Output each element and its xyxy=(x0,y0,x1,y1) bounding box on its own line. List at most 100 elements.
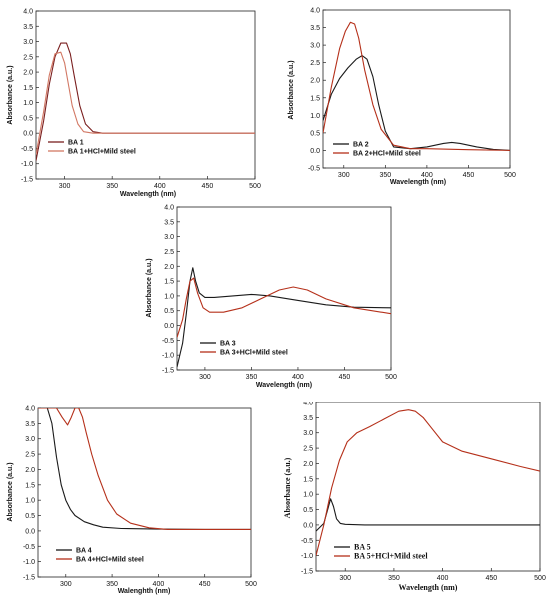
y-tick-label: -1.0 xyxy=(162,353,174,360)
y-axis-label: Absorbance (a.u.) xyxy=(7,65,14,124)
y-tick-label: -0.5 xyxy=(23,544,35,551)
x-tick-label: 450 xyxy=(463,172,475,179)
y-tick-label: 2.5 xyxy=(25,452,35,459)
series-line-hcl-mild-steel xyxy=(177,277,391,338)
y-tick-label: -0.5 xyxy=(162,338,174,345)
legend-label: BA 3+HCl+Mild steel xyxy=(220,350,288,357)
y-tick-label: 0.5 xyxy=(164,308,174,315)
y-tick-label: 3.5 xyxy=(25,421,35,428)
y-tick-label: 4.0 xyxy=(25,406,35,413)
y-tick-label: 1.5 xyxy=(310,95,320,102)
y-tick-label: 1.5 xyxy=(164,279,174,286)
x-tick-label: 450 xyxy=(339,374,351,381)
series-line-sample xyxy=(38,408,251,530)
y-tick-label: -1.5 xyxy=(23,575,35,582)
y-tick-label: 0.0 xyxy=(303,522,313,529)
y-tick-label: 0.5 xyxy=(23,115,33,122)
x-tick-label: 450 xyxy=(202,183,214,190)
legend-label: BA 5+HCl+Mild steel xyxy=(354,552,428,561)
x-tick-label: 500 xyxy=(249,183,261,190)
x-axis-label: Wavelength (nm) xyxy=(390,179,446,186)
y-tick-label: -0.5 xyxy=(301,538,313,545)
y-tick-label: 3.0 xyxy=(310,43,320,50)
y-tick-label: -0.5 xyxy=(308,166,320,173)
x-tick-label: 450 xyxy=(199,581,211,588)
x-axis-label: Walenghth (nm) xyxy=(118,588,171,595)
y-tick-label: 1.5 xyxy=(303,476,313,483)
chart-panel-ba2: -0.5 0.0 0.5 1.0 1.5 2.0 2.5 3.0 3.5 4.0 300 350 400… xyxy=(288,8,516,187)
y-tick-label: 0.5 xyxy=(303,507,313,514)
y-axis-label: Absorbance (a.u.) xyxy=(288,60,295,119)
y-tick-label: 3.0 xyxy=(303,430,313,437)
y-tick-label: 3.0 xyxy=(25,436,35,443)
series-line-hcl-mild-steel xyxy=(38,408,251,530)
y-tick-label: -1.5 xyxy=(162,368,174,375)
x-tick-label: 450 xyxy=(485,575,497,582)
y-axis-label: Absorbance (a.u.) xyxy=(7,462,14,521)
y-tick-label: -1.5 xyxy=(301,569,313,576)
series-line-sample xyxy=(316,498,540,532)
y-tick-label: 2.0 xyxy=(25,467,35,474)
y-tick-label: -1.0 xyxy=(301,553,313,560)
y-tick-label: 1.0 xyxy=(23,100,33,107)
y-tick-label: 3.5 xyxy=(23,24,33,31)
y-tick-label: 0.0 xyxy=(164,323,174,330)
series-line-sample xyxy=(177,267,391,368)
x-tick-label: 350 xyxy=(106,581,118,588)
x-tick-label: 400 xyxy=(437,575,449,582)
plot-frame xyxy=(315,402,541,572)
chart-panel-ba5: -1.5 -1.0 -0.5 0.0 0.5 1.0 1.5 2.0 2.5 3.0 3.5 4.0 3… xyxy=(283,402,546,592)
plot-frame xyxy=(37,407,252,578)
legend-label: BA 4+HCl+Mild steel xyxy=(76,557,144,564)
legend-label: BA 1+HCl+Mild steel xyxy=(68,149,136,156)
y-tick-label: 0.0 xyxy=(23,131,33,138)
legend-label: BA 1 xyxy=(68,140,84,147)
x-tick-label: 350 xyxy=(106,183,118,190)
x-tick-label: 300 xyxy=(60,581,72,588)
y-tick-label: 4.0 xyxy=(23,9,33,16)
y-tick-label: 4.0 xyxy=(303,402,313,407)
y-axis-label: Absorbance (a.u.) xyxy=(283,457,292,518)
y-tick-label: 1.0 xyxy=(303,492,313,499)
x-tick-label: 300 xyxy=(199,374,211,381)
y-tick-label: 4.0 xyxy=(310,8,320,15)
legend-label: BA 3 xyxy=(220,341,236,348)
x-tick-label: 350 xyxy=(246,374,258,381)
series-line-hcl-mild-steel xyxy=(36,51,255,155)
x-axis-label: Wavelength (nm) xyxy=(120,191,176,198)
y-tick-label: 3.5 xyxy=(164,219,174,226)
y-tick-label: -1.0 xyxy=(23,559,35,566)
x-tick-label: 400 xyxy=(292,374,304,381)
y-tick-label: -0.5 xyxy=(21,146,33,153)
y-tick-label: 1.0 xyxy=(25,498,35,505)
y-axis-label: Absorbance (a.u.) xyxy=(146,258,153,317)
y-tick-label: 0.0 xyxy=(310,148,320,155)
x-tick-label: 350 xyxy=(379,172,391,179)
y-tick-label: 2.0 xyxy=(164,264,174,271)
plot-frame xyxy=(35,10,256,180)
y-tick-label: -1.0 xyxy=(21,161,33,168)
series-line-hcl-mild-steel xyxy=(323,21,510,151)
x-tick-label: 400 xyxy=(421,172,433,179)
y-tick-label: 2.5 xyxy=(303,446,313,453)
legend-label: BA 4 xyxy=(76,548,92,555)
x-tick-label: 500 xyxy=(534,575,546,582)
y-tick-label: 0.0 xyxy=(25,528,35,535)
y-tick-label: 2.0 xyxy=(23,70,33,77)
x-tick-label: 300 xyxy=(339,575,351,582)
x-tick-label: 500 xyxy=(385,374,397,381)
x-tick-label: 350 xyxy=(388,575,400,582)
y-tick-label: 4.0 xyxy=(164,205,174,212)
y-tick-label: 2.5 xyxy=(164,249,174,256)
chart-panel-ba1: -1.5 -1.0 -0.5 0.0 0.5 1.0 1.5 2.0 2.5 3.0 3.5 4.0 3… xyxy=(7,9,261,199)
x-axis-label: Wavelength (nm) xyxy=(256,382,312,389)
y-tick-label: 2.5 xyxy=(23,54,33,61)
y-tick-label: 2.0 xyxy=(310,78,320,85)
y-tick-label: 1.5 xyxy=(25,482,35,489)
plot-frame xyxy=(176,206,392,371)
x-tick-label: 300 xyxy=(59,183,71,190)
y-tick-label: 0.5 xyxy=(25,513,35,520)
y-tick-label: 1.5 xyxy=(23,85,33,92)
y-tick-label: 3.5 xyxy=(310,25,320,32)
y-tick-label: 0.5 xyxy=(310,130,320,137)
